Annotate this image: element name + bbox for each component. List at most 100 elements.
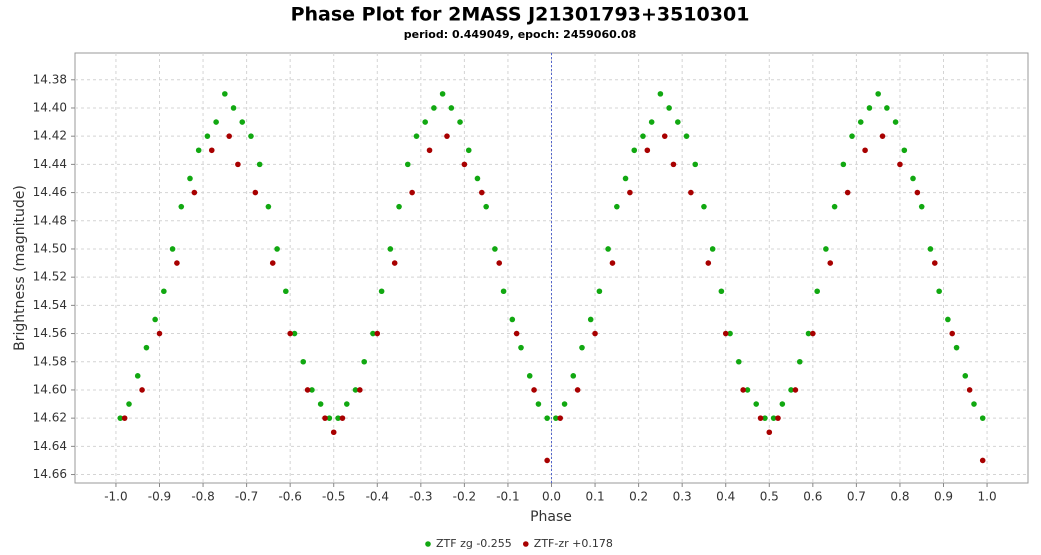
y-tick-label: 14.48: [33, 213, 67, 227]
data-point: [757, 415, 764, 421]
data-point: [823, 246, 829, 252]
data-point: [326, 415, 333, 421]
data-point: [152, 316, 158, 323]
data-point: [252, 189, 259, 196]
data-point: [287, 330, 293, 337]
data-point: [509, 316, 516, 323]
data-point: [945, 316, 951, 323]
data-point: [609, 260, 616, 266]
y-tick-label: 14.60: [33, 382, 67, 396]
data-point: [304, 387, 311, 393]
x-tick-label: 0.0: [542, 490, 561, 504]
data-point: [962, 373, 969, 379]
data-point: [762, 415, 768, 421]
data-point: [309, 387, 315, 393]
data-point: [500, 288, 507, 295]
y-tick-label: 14.56: [33, 326, 67, 340]
legend-marker: [425, 541, 431, 547]
data-point: [235, 161, 241, 168]
data-point: [283, 288, 289, 295]
data-point: [357, 387, 363, 393]
data-point: [953, 344, 960, 351]
data-point: [722, 330, 729, 337]
data-point: [918, 203, 925, 210]
data-point: [191, 189, 198, 196]
data-point: [265, 203, 272, 210]
data-point: [966, 387, 973, 393]
x-tick-label: -0.6: [278, 490, 301, 504]
data-point: [892, 119, 899, 125]
data-point: [439, 91, 446, 97]
data-point: [409, 189, 415, 196]
data-point: [971, 401, 977, 407]
data-point: [474, 175, 481, 182]
data-point: [718, 288, 725, 295]
data-point: [692, 161, 699, 168]
x-tick-label: -0.1: [496, 490, 519, 504]
legend-marker: [522, 541, 529, 547]
data-point: [335, 415, 341, 421]
data-point: [788, 387, 794, 393]
data-point: [814, 288, 820, 295]
data-point: [792, 387, 799, 393]
data-point: [831, 203, 838, 210]
data-point: [931, 260, 938, 266]
data-point: [396, 203, 402, 210]
data-point: [862, 147, 868, 154]
data-point: [178, 203, 185, 210]
data-point: [849, 133, 855, 139]
data-point: [544, 457, 550, 464]
data-point: [174, 260, 180, 266]
y-tick-label: 14.42: [33, 129, 67, 143]
data-point: [139, 387, 145, 393]
data-point: [330, 429, 337, 436]
data-point: [426, 147, 433, 154]
data-point: [579, 344, 585, 351]
data-point: [796, 358, 803, 365]
data-point: [239, 119, 246, 125]
x-tick-label: -1.0: [104, 490, 127, 504]
data-point: [640, 133, 646, 139]
data-point: [709, 246, 716, 252]
y-tick-label: 14.66: [33, 467, 67, 481]
data-point: [901, 147, 908, 154]
data-point: [875, 91, 881, 97]
data-point: [644, 147, 651, 154]
data-point: [570, 373, 577, 379]
x-tick-label: -0.4: [366, 490, 389, 504]
data-point: [378, 288, 385, 295]
data-point: [169, 246, 176, 252]
data-point: [657, 91, 664, 97]
data-point: [936, 288, 942, 295]
x-tick-label: 0.2: [629, 490, 648, 504]
plot-area: [74, 52, 1029, 484]
y-tick-label: 14.54: [33, 298, 67, 312]
data-point: [195, 147, 202, 154]
data-point: [317, 401, 324, 407]
data-point: [884, 105, 890, 111]
data-point: [291, 330, 298, 337]
y-tick-label: 14.50: [33, 241, 67, 255]
x-tick-label: 0.5: [760, 490, 779, 504]
x-tick-label: 0.3: [673, 490, 692, 504]
data-point: [461, 161, 468, 168]
data-point: [553, 415, 559, 421]
x-tick-label: -0.3: [409, 490, 432, 504]
data-point: [827, 260, 834, 266]
x-tick-label: 0.1: [586, 490, 605, 504]
data-point: [844, 189, 851, 196]
data-point: [596, 288, 603, 295]
data-point: [675, 119, 681, 125]
data-point: [161, 288, 167, 295]
data-point: [805, 330, 812, 337]
x-axis-label: Phase: [530, 509, 572, 525]
data-point: [213, 119, 219, 125]
data-point: [557, 415, 564, 421]
data-point: [648, 119, 655, 125]
data-point: [143, 344, 150, 351]
data-point: [492, 246, 498, 252]
data-point: [753, 401, 760, 407]
data-point: [775, 415, 781, 421]
data-point: [605, 246, 611, 252]
